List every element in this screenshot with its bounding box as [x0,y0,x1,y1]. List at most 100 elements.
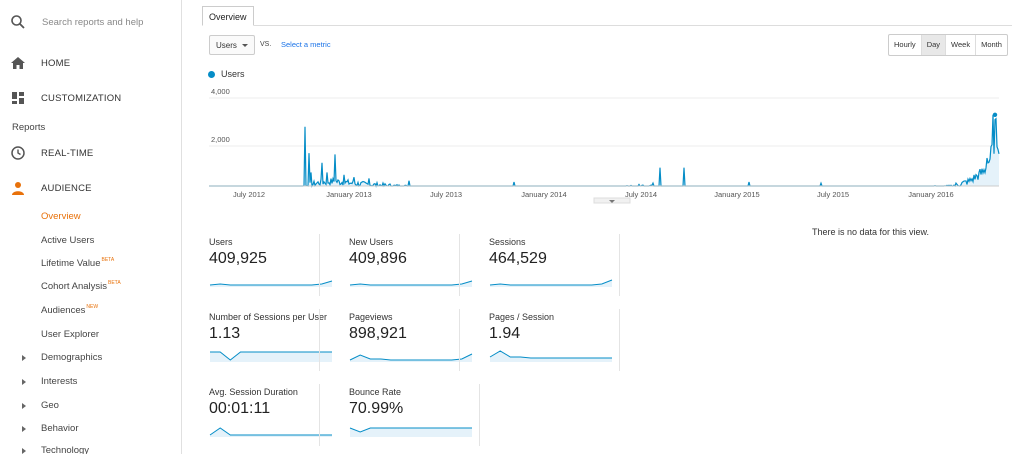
nav-customization[interactable]: CUSTOMIZATION [0,83,182,113]
tile-divider [319,234,320,296]
search-row [0,0,182,44]
sidebar-item-label: User Explorer [41,329,100,340]
nav-home-label: HOME [41,57,71,69]
sparkline-line [209,427,332,436]
sidebar-item-user-explorer[interactable]: User Explorer [41,329,99,340]
metric-value: 409,925 [209,250,267,267]
metric-sparkline [210,351,332,362]
legend-dot-icon [208,70,215,78]
metric-tile[interactable]: Number of Sessions per User 1.13 [182,309,332,381]
sparkline-area [210,352,332,362]
tile-divider [479,384,480,446]
metric-tile[interactable]: Bounce Rate 70.99% [322,384,472,454]
granularity-toggle: Hourly Day Week Month [888,34,1008,56]
metric-tile[interactable]: Avg. Session Duration 00:01:11 [182,384,332,454]
beta-badge: BETA [101,257,115,263]
tile-divider [619,309,620,371]
sparkline-area [490,351,612,362]
sidebar-item-label: Audiences [41,305,86,316]
person-icon [12,182,24,195]
tile-divider [459,309,460,371]
search-input[interactable] [42,12,174,32]
metric-sparkline [349,280,473,287]
sidebar-item-label: Demographics [41,352,103,363]
sidebar-item-label: Geo [41,400,59,411]
expand-arrow-icon [22,402,26,409]
metric-tile[interactable]: New Users 409,896 [322,234,473,306]
sidebar-item-label: Behavior [41,423,79,434]
metric-value: 898,921 [349,325,407,342]
metric-sparkline [209,280,333,287]
sidebar-item-cohort-analysis[interactable]: Cohort AnalysisBETA [41,280,121,292]
metric-select[interactable]: Users [209,35,255,55]
sidebar-item-geo[interactable]: Geo [22,400,59,411]
metric-title: Sessions [489,237,526,247]
sparkline-line [489,350,612,359]
metric-value: 464,529 [489,250,547,267]
metric-sparkline [349,353,473,362]
sidebar-item-interests[interactable]: Interests [22,376,77,387]
granularity-week-button[interactable]: Week [946,35,977,55]
metric-value: 1.94 [489,325,521,342]
metric-title: New Users [349,237,394,247]
metric-tile[interactable]: Pageviews 898,921 [322,309,473,381]
granularity-day-button[interactable]: Day [921,35,947,55]
metric-sparkline [489,350,612,362]
legend-label: Users [221,69,245,79]
x-tick-label: January 2015 [714,190,759,199]
chart-legend: Users [208,69,245,79]
metric-tile[interactable]: Users 409,925 [182,234,333,306]
clock-icon [11,146,25,160]
no-data-message: There is no data for this view. [812,227,930,237]
x-tick-label: January 2014 [521,190,566,199]
nav-audience[interactable]: AUDIENCE [0,173,182,203]
sidebar-item-label: Technology [41,445,90,454]
sparkline-area [490,280,612,287]
sidebar-item-lifetime-value[interactable]: Lifetime ValueBETA [41,257,115,269]
metric-tile[interactable]: Sessions 464,529 [462,234,613,306]
sidebar: HOME CUSTOMIZATION Reports REAL-TIME AUD… [0,0,182,454]
main-content: Overview Users VS. Select a metric Hourl… [182,0,1024,454]
sidebar-item-demographics[interactable]: Demographics [22,352,102,363]
expand-arrow-icon [22,425,26,432]
sparkline-line [349,427,472,433]
metric-value: 70.99% [349,400,404,417]
home-icon [11,57,25,69]
sidebar-item-label: Overview [41,211,81,222]
sidebar-item-overview[interactable]: Overview [41,211,81,222]
metric-sparkline [489,279,613,287]
nav-realtime-label: REAL-TIME [41,147,94,159]
x-tick-label: July 2012 [233,190,265,199]
nav-realtime[interactable]: REAL-TIME [0,138,182,168]
metric-select-value: Users [216,40,237,50]
sidebar-item-technology[interactable]: Technology [22,445,89,454]
search-icon [11,15,25,29]
nav-audience-label: AUDIENCE [41,182,92,194]
select-metric-link[interactable]: Select a metric [281,40,331,49]
sidebar-item-label: Cohort Analysis [41,281,108,292]
reports-heading: Reports [12,122,46,133]
granularity-month-button[interactable]: Month [981,40,1002,49]
metric-value: 00:01:11 [209,400,271,417]
x-tick-label: July 2014 [625,190,657,199]
sparkline-area [350,281,472,287]
sidebar-item-active-users[interactable]: Active Users [41,235,94,246]
metric-sparkline [209,427,332,437]
series-end-point [992,112,998,117]
y-tick-label: 4,000 [211,87,230,96]
expand-arrow-icon [22,447,26,454]
x-tick-label: January 2016 [908,190,953,199]
granularity-hourly-button[interactable]: Hourly [889,35,922,55]
nav-home[interactable]: HOME [0,48,182,78]
sidebar-item-audiences[interactable]: AudiencesNEW [41,304,98,316]
sparkline-area [350,428,472,437]
expand-arrow-icon [22,378,26,385]
metric-tile[interactable]: Pages / Session 1.94 [462,309,612,381]
tab-divider [202,25,1012,26]
tile-divider [459,234,460,296]
metric-title: Number of Sessions per User [209,312,328,322]
metric-value: 1.13 [209,325,241,342]
metric-title: Pageviews [349,312,393,322]
sidebar-item-behavior[interactable]: Behavior [22,423,79,434]
tab-overview[interactable]: Overview [202,6,254,26]
